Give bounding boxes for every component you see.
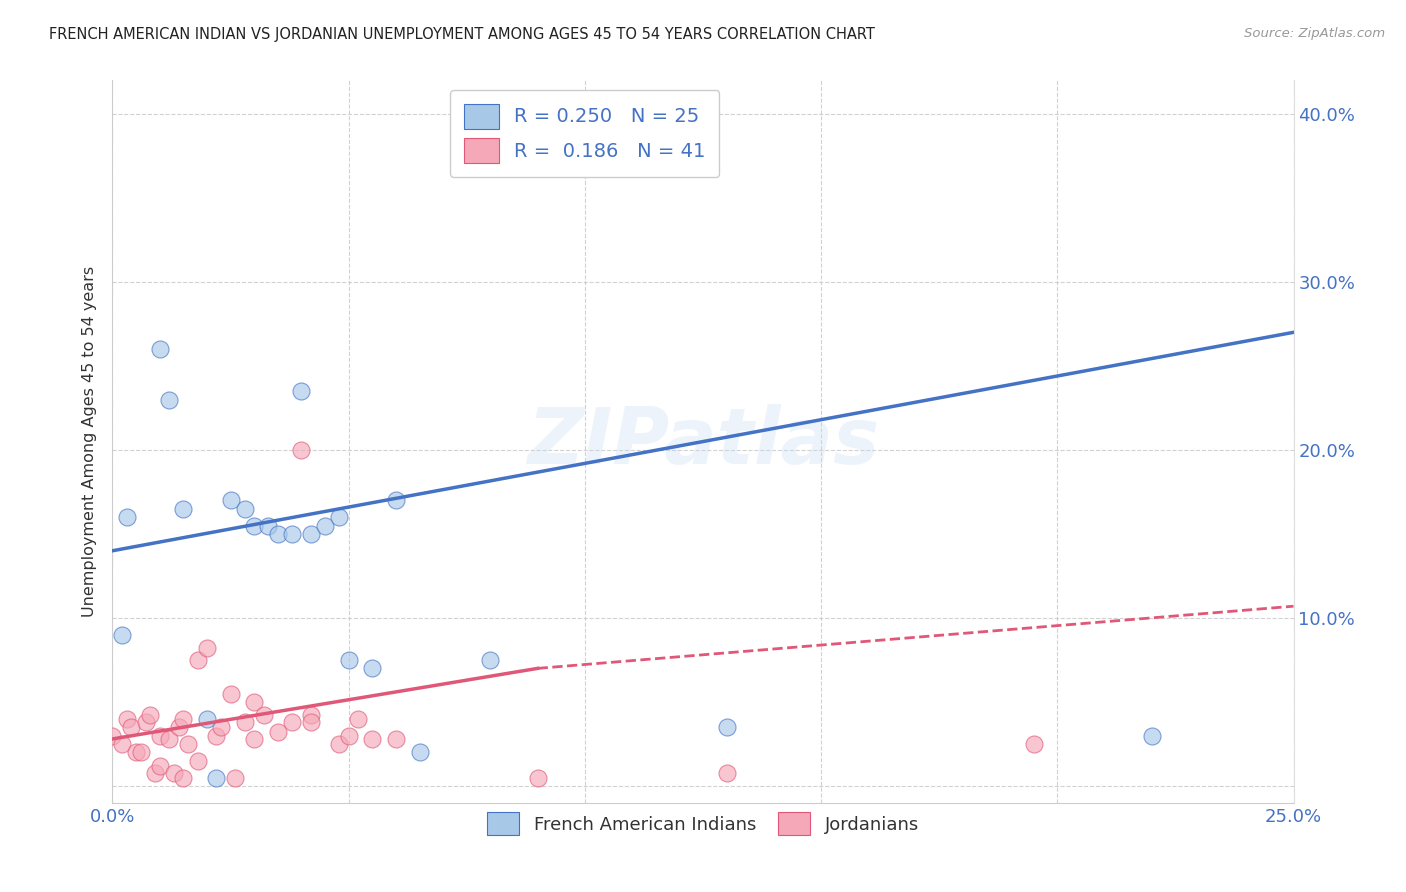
Point <box>186 754 208 768</box>
Point <box>299 715 322 730</box>
Point <box>337 653 360 667</box>
Point <box>195 641 218 656</box>
Point <box>139 708 162 723</box>
Point <box>257 518 280 533</box>
Point <box>328 737 350 751</box>
Point <box>243 731 266 746</box>
Point <box>716 720 738 734</box>
Point <box>290 442 312 457</box>
Point <box>233 715 256 730</box>
Point <box>328 510 350 524</box>
Point <box>125 745 148 759</box>
Point <box>157 392 180 407</box>
Text: Source: ZipAtlas.com: Source: ZipAtlas.com <box>1244 27 1385 40</box>
Point <box>101 729 124 743</box>
Point <box>385 731 408 746</box>
Point <box>479 653 502 667</box>
Point <box>167 720 190 734</box>
Point <box>385 493 408 508</box>
Point <box>219 493 242 508</box>
Point <box>120 720 142 734</box>
Point <box>205 729 228 743</box>
Point <box>267 725 290 739</box>
Point <box>172 771 194 785</box>
Point <box>209 720 232 734</box>
Point <box>219 687 242 701</box>
Point <box>267 527 290 541</box>
Point <box>177 737 200 751</box>
Point <box>243 695 266 709</box>
Point <box>314 518 336 533</box>
Point <box>149 342 172 356</box>
Point <box>299 708 322 723</box>
Point <box>337 729 360 743</box>
Point <box>503 157 526 171</box>
Point <box>195 712 218 726</box>
Y-axis label: Unemployment Among Ages 45 to 54 years: Unemployment Among Ages 45 to 54 years <box>82 266 97 617</box>
Point <box>111 628 134 642</box>
Point <box>135 715 157 730</box>
Point <box>163 765 186 780</box>
Point <box>233 501 256 516</box>
Legend: French American Indians, Jordanians: French American Indians, Jordanians <box>478 803 928 845</box>
Point <box>526 771 548 785</box>
Point <box>143 765 166 780</box>
Point <box>111 737 134 751</box>
Point <box>361 731 384 746</box>
Point <box>1140 729 1163 743</box>
Text: FRENCH AMERICAN INDIAN VS JORDANIAN UNEMPLOYMENT AMONG AGES 45 TO 54 YEARS CORRE: FRENCH AMERICAN INDIAN VS JORDANIAN UNEM… <box>49 27 875 42</box>
Point <box>186 653 208 667</box>
Point <box>172 501 194 516</box>
Point <box>1022 737 1045 751</box>
Point <box>129 745 152 759</box>
Point <box>149 759 172 773</box>
Point <box>253 708 276 723</box>
Text: ZIPatlas: ZIPatlas <box>527 403 879 480</box>
Point <box>115 712 138 726</box>
Point <box>224 771 246 785</box>
Point <box>281 715 304 730</box>
Point <box>172 712 194 726</box>
Point <box>408 745 430 759</box>
Point <box>281 527 304 541</box>
Point <box>347 712 370 726</box>
Point <box>157 731 180 746</box>
Point <box>115 510 138 524</box>
Point <box>290 384 312 398</box>
Point <box>205 771 228 785</box>
Point <box>149 729 172 743</box>
Point <box>716 765 738 780</box>
Point <box>299 527 322 541</box>
Point <box>243 518 266 533</box>
Point <box>361 661 384 675</box>
